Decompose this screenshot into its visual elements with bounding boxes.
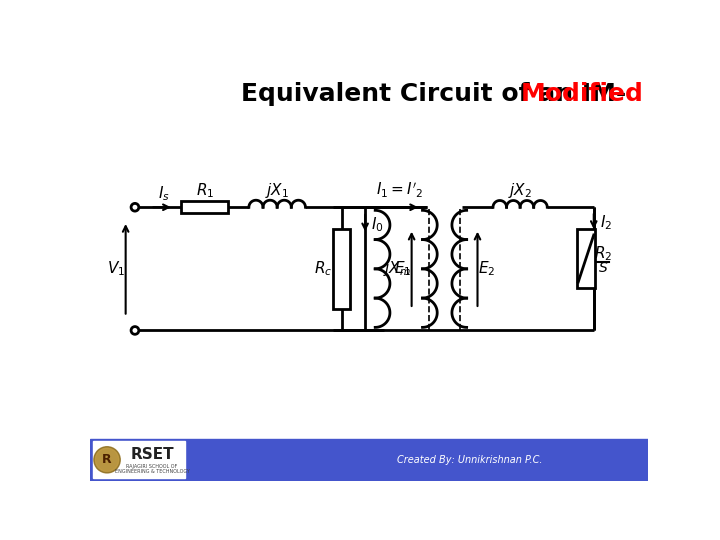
Bar — [90, 439, 648, 481]
Text: $I_1=I'_2$: $I_1=I'_2$ — [377, 181, 423, 200]
Bar — [577, 229, 595, 288]
Text: Equivalent Circuit of an IM-: Equivalent Circuit of an IM- — [241, 82, 635, 106]
Text: Modified: Modified — [521, 82, 644, 106]
Text: $jX_1$: $jX_1$ — [265, 181, 289, 200]
Bar — [181, 201, 228, 213]
Text: $jX_2$: $jX_2$ — [508, 181, 532, 200]
Text: RAJAGIRI SCHOOL OF
ENGINEERING & TECHNOLOGY: RAJAGIRI SCHOOL OF ENGINEERING & TECHNOL… — [114, 463, 189, 474]
Circle shape — [94, 447, 120, 473]
Text: $R_1$: $R_1$ — [196, 181, 214, 200]
Text: RSET: RSET — [130, 447, 174, 462]
Text: $R_2$: $R_2$ — [594, 245, 612, 263]
Text: $E_2$: $E_2$ — [478, 260, 495, 278]
Text: $R_c$: $R_c$ — [314, 260, 333, 278]
Text: $E_1$: $E_1$ — [394, 260, 411, 278]
Bar — [93, 441, 184, 478]
Text: $jX_m$: $jX_m$ — [383, 259, 411, 278]
Text: $V_1$: $V_1$ — [107, 260, 125, 278]
Text: $S$: $S$ — [598, 261, 608, 275]
Text: $I_s$: $I_s$ — [158, 184, 171, 202]
Circle shape — [96, 448, 119, 471]
Text: $I_2$: $I_2$ — [600, 213, 612, 232]
Text: $I_0$: $I_0$ — [372, 215, 384, 233]
Bar — [333, 229, 351, 309]
Text: Created By: Unnikrishnan P.C.: Created By: Unnikrishnan P.C. — [397, 455, 542, 465]
Text: R: R — [102, 453, 112, 467]
